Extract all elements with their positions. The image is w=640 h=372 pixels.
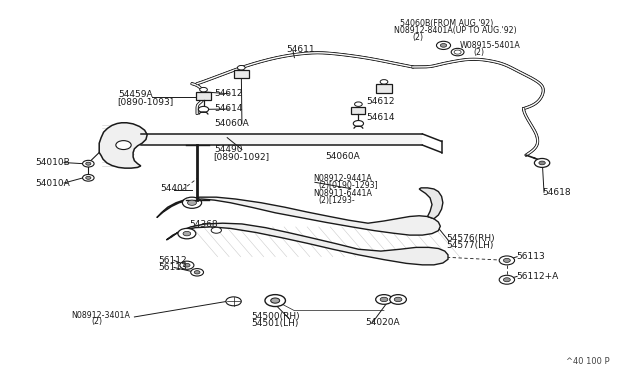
Text: N08912-3401A: N08912-3401A [72,311,131,320]
Text: 56113: 56113 [159,263,188,272]
Polygon shape [419,188,443,219]
Circle shape [211,227,221,233]
Text: 54010B: 54010B [35,158,70,167]
Polygon shape [157,197,440,235]
Circle shape [182,197,202,208]
Circle shape [534,158,550,167]
Circle shape [436,41,451,49]
Circle shape [451,48,464,56]
Text: 54614: 54614 [214,105,243,113]
Text: 54060B(FROM AUG.'92): 54060B(FROM AUG.'92) [400,19,493,28]
Text: (2): (2) [92,317,102,326]
Circle shape [188,200,196,205]
Text: [0890-1093]: [0890-1093] [117,97,173,106]
Text: 54611: 54611 [287,45,316,54]
Circle shape [178,228,196,239]
Circle shape [226,297,241,306]
Circle shape [191,269,204,276]
Circle shape [355,102,362,106]
Text: 56112: 56112 [159,256,188,265]
Text: 54010A: 54010A [35,179,70,187]
Text: ^40 100 P: ^40 100 P [566,357,610,366]
Text: 54614: 54614 [366,113,395,122]
Text: 56112+A: 56112+A [516,272,558,281]
Text: 54490: 54490 [214,145,243,154]
Circle shape [184,263,190,267]
Text: (2)[1293-: (2)[1293- [319,196,355,205]
Bar [141,134,422,145]
Circle shape [198,106,209,112]
Text: 54612: 54612 [214,89,243,98]
Circle shape [83,160,94,167]
Text: 54368: 54368 [189,220,218,229]
Circle shape [504,259,510,262]
Circle shape [237,65,245,70]
Bar [351,107,365,114]
Circle shape [380,80,388,84]
Circle shape [539,161,545,165]
Text: 54401: 54401 [160,185,189,193]
Bar [196,92,211,100]
Text: 54501(LH): 54501(LH) [251,319,298,328]
Circle shape [86,162,91,165]
Circle shape [390,295,406,304]
Circle shape [86,176,91,179]
Circle shape [440,44,447,47]
Circle shape [499,275,515,284]
Text: [0890-1092]: [0890-1092] [213,152,269,161]
Text: N08912-8401A(UP TO AUG.'92): N08912-8401A(UP TO AUG.'92) [394,26,516,35]
Bar [376,84,392,93]
Text: 56113: 56113 [516,252,545,261]
Circle shape [116,141,131,150]
Text: 54576(RH): 54576(RH) [447,234,495,243]
Polygon shape [99,123,147,168]
Text: (2): (2) [413,33,424,42]
Circle shape [200,87,207,92]
Circle shape [183,231,191,236]
Text: N08911-6441A: N08911-6441A [314,189,372,198]
Circle shape [353,121,364,126]
Text: 54618: 54618 [543,188,572,197]
Text: N08912-9441A: N08912-9441A [314,174,372,183]
Text: 54612: 54612 [366,97,395,106]
Text: 54459A: 54459A [118,90,153,99]
Text: W08915-5401A: W08915-5401A [460,41,520,50]
Text: (2): (2) [474,48,484,57]
Circle shape [376,295,392,304]
Circle shape [180,261,194,269]
Polygon shape [166,223,448,265]
Bar [234,70,249,78]
Text: 54060A: 54060A [214,119,249,128]
Text: 54020A: 54020A [365,318,399,327]
Circle shape [504,278,510,282]
Circle shape [271,298,280,303]
Circle shape [499,256,515,265]
Circle shape [83,174,94,181]
Circle shape [394,297,402,302]
Text: 54060A: 54060A [325,153,360,161]
Circle shape [195,271,200,274]
Circle shape [380,297,388,302]
Text: (2)[0190-1293]: (2)[0190-1293] [319,181,378,190]
Text: 54500(RH): 54500(RH) [251,312,300,321]
Text: 54577(LH): 54577(LH) [447,241,494,250]
Circle shape [265,295,285,307]
